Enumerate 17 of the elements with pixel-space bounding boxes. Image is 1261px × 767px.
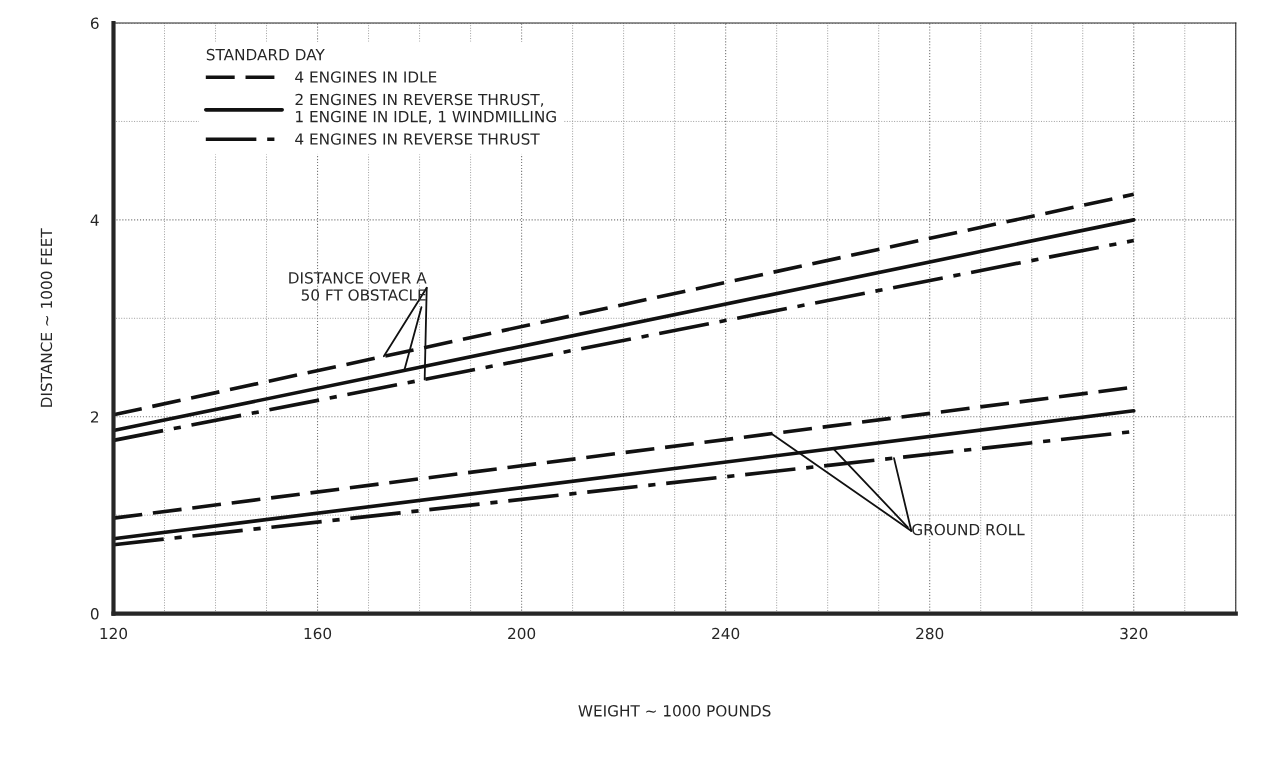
annotation: GROUND ROLL [912,523,1025,536]
y-axis-title: DISTANCE ~ 1000 FEET [40,228,53,407]
legend-label: 4 ENGINES IN IDLE [295,71,437,83]
y-tick-label: 2 [91,411,99,423]
y-tick-label: 4 [90,214,99,226]
legend-title: STANDARD DAY [206,48,325,61]
x-tick-label: 240 [712,627,740,640]
y-tick-label: 0 [90,608,99,620]
x-tick-label: 160 [304,627,332,640]
legend-label: 4 ENGINES IN REVERSE THRUST [295,133,540,145]
x-tick-label: 120 [100,627,128,640]
x-tick-label: 200 [508,627,536,640]
x-tick-label: 320 [1120,627,1148,640]
legend-label: 2 ENGINES IN REVERSE THRUST, 1 ENGINE IN IDLE, 1 WINDMILLING [295,93,556,124]
x-tick-label: 280 [916,627,944,640]
y-tick-label: 6 [90,17,99,30]
x-axis-title: WEIGHT ~ 1000 POUNDS [578,705,771,717]
